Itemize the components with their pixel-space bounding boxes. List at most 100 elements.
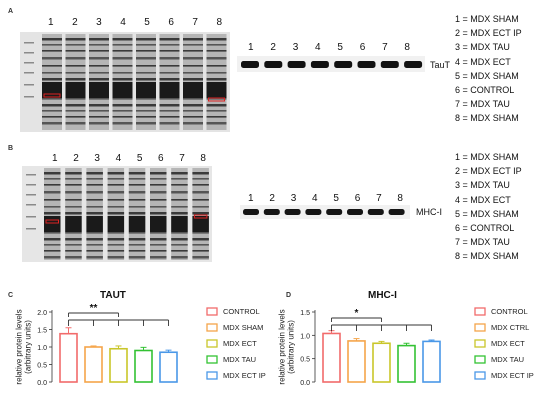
legend-label: CONTROL xyxy=(223,307,260,316)
protein-band xyxy=(380,61,399,68)
legend-line: 5 = MDX SHAM xyxy=(455,208,519,219)
bar-mdx-ect xyxy=(372,342,391,383)
gel-lane xyxy=(112,34,133,130)
protein-band xyxy=(310,61,329,68)
gel-lane xyxy=(42,34,62,130)
chart-d-title: MHC-I xyxy=(368,290,397,301)
gel-lane xyxy=(107,168,125,260)
panel-b-lane-legend: 1 = MDX SHAM 2 = MDX ECT IP 3 = MDX TAU … xyxy=(455,150,522,264)
legend-line: 6 = CONTROL xyxy=(455,223,515,234)
lane-number: 6 xyxy=(354,193,361,204)
protein-band xyxy=(404,61,423,68)
legend-label: MDX ECT xyxy=(223,339,257,348)
legend-label: MDX TAU xyxy=(491,355,524,364)
protein-band xyxy=(347,209,363,215)
significance-bracket xyxy=(331,317,432,331)
panel-b-gel-image xyxy=(22,166,212,262)
legend-swatch xyxy=(474,323,486,332)
bar-control xyxy=(59,332,78,383)
lane-number: 6 xyxy=(359,42,366,53)
legend-line: 4 = MDX ECT xyxy=(455,194,511,205)
gel-lane xyxy=(65,34,86,130)
y-tick-label: 0.5 xyxy=(300,357,310,364)
legend-line: 7 = MDX TAU xyxy=(455,237,510,248)
protein-band xyxy=(263,209,280,215)
panel-b-gel-lane-numbers: 1 2 3 4 5 6 7 8 xyxy=(52,153,206,164)
y-axis-label: relative protein levels(arbitrary units) xyxy=(278,309,296,384)
lane-number: 7 xyxy=(192,17,198,28)
red-marker xyxy=(43,93,61,98)
panel-b-mhc-blot xyxy=(240,205,410,219)
legend-line: 2 = MDX ECT IP xyxy=(455,166,522,177)
panel-a-letter: A xyxy=(8,8,14,15)
lane-number: 4 xyxy=(120,17,126,28)
lane-number: 1 xyxy=(248,42,254,53)
gel-lane xyxy=(136,34,156,130)
legend-swatch xyxy=(474,355,486,364)
lane-number: 7 xyxy=(382,42,388,53)
lane-number: 2 xyxy=(270,42,276,53)
panel-a-gel-lane-numbers: 1 2 3 4 5 6 7 8 xyxy=(48,17,222,28)
legend-line: 2 = MDX ECT IP xyxy=(455,28,522,39)
lane-number: 4 xyxy=(315,42,321,53)
legend-swatch xyxy=(474,371,486,380)
gel-lane xyxy=(150,168,167,260)
lane-number: 1 xyxy=(52,153,58,164)
protein-band xyxy=(305,209,322,215)
lane-number: 5 xyxy=(337,42,343,53)
legend-line: 5 = MDX SHAM xyxy=(455,70,519,81)
gel-lane xyxy=(44,168,61,260)
lane-number: 4 xyxy=(312,193,318,204)
protein-band xyxy=(357,61,376,68)
panel-b-blot-lane-numbers: 1 2 3 4 5 6 7 8 xyxy=(248,193,403,204)
legend-swatch xyxy=(206,371,218,380)
panel-b-mhc-bands xyxy=(243,209,405,215)
panel-a-gel-image xyxy=(20,32,230,132)
panel-c-letter: C xyxy=(8,292,14,299)
lane-number: 3 xyxy=(94,153,100,164)
bar-mdx-ect-ip xyxy=(422,340,441,383)
lane-number: 4 xyxy=(115,153,122,164)
lane-number: 6 xyxy=(168,17,174,28)
gel-lane xyxy=(171,168,188,260)
legend-line: 1 = MDX SHAM xyxy=(455,14,519,24)
panel-b-band-label: MHC-I xyxy=(416,207,442,217)
legend-label: CONTROL xyxy=(491,307,528,316)
y-tick-label: 1.0 xyxy=(37,345,47,352)
legend-swatch xyxy=(206,339,218,348)
legend-label: MDX ECT IP xyxy=(223,371,266,380)
legend-label: MDX SHAM xyxy=(223,323,263,332)
gel-lane xyxy=(206,34,227,130)
y-tick-label: 1.0 xyxy=(300,333,310,340)
y-tick-label: 0.0 xyxy=(37,380,47,387)
red-marker xyxy=(208,97,225,102)
lane-number: 2 xyxy=(72,17,78,28)
legend-line: 7 = MDX TAU xyxy=(455,99,510,110)
protein-band xyxy=(284,209,301,215)
y-tick-label: 1.5 xyxy=(300,310,310,317)
gel-lane xyxy=(89,34,109,130)
chart-d-mhc-bars: relative protein levels(arbitrary units)… xyxy=(278,307,534,387)
legend-line: 8 = MDX SHAM xyxy=(455,251,519,262)
y-tick-label: 0.0 xyxy=(300,380,310,387)
lane-number: 8 xyxy=(397,193,403,204)
legend-swatch xyxy=(474,339,486,348)
legend-swatch xyxy=(206,323,218,332)
legend-swatch xyxy=(474,307,486,316)
y-axis-label: relative protein levels(arbitrary units) xyxy=(15,309,33,384)
protein-band xyxy=(367,209,384,215)
gel-lane xyxy=(192,168,209,260)
legend-line: 3 = MDX TAU xyxy=(455,180,510,191)
chart-c-title: TAUT xyxy=(100,290,126,301)
legend-label: MDX ECT IP xyxy=(491,371,534,380)
panel-b-total-protein-gel xyxy=(22,166,212,262)
protein-band xyxy=(388,209,405,215)
lane-number: 3 xyxy=(290,193,297,204)
legend-line: 8 = MDX SHAM xyxy=(455,113,519,124)
gel-lane xyxy=(86,168,103,260)
gel-lane xyxy=(159,34,180,130)
protein-band xyxy=(241,61,259,68)
bar-mdx-tau xyxy=(134,349,153,383)
y-tick-label: 2.0 xyxy=(37,310,47,317)
panel-a-band-label: TauT xyxy=(430,60,451,70)
